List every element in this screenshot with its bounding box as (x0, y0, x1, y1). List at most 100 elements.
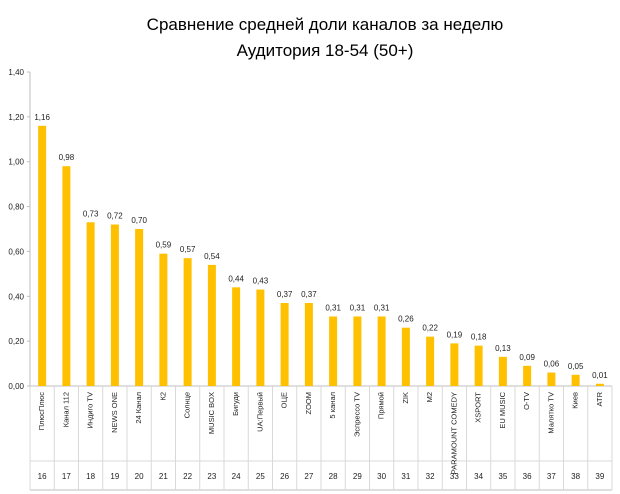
data-label: 0,31 (350, 303, 366, 312)
axes (29, 72, 613, 491)
rank-number: 24 (232, 472, 241, 481)
data-label: 0,59 (156, 241, 172, 250)
bar (595, 383, 604, 386)
data-label: 0,05 (568, 362, 584, 371)
bar (523, 365, 532, 386)
y-tick-label: 1,40 (8, 68, 24, 77)
rank-number: 25 (256, 472, 265, 481)
bar (498, 356, 507, 386)
category-label: Прямой (377, 392, 386, 419)
bar (571, 374, 580, 386)
category-label: Канал 112 (61, 392, 70, 427)
y-axis-ticks: 0,00 0,20 0,40 0,60 0,80 1,00 1,20 1,40 (8, 68, 30, 391)
rank-number: 29 (353, 472, 362, 481)
data-label: 0,73 (83, 209, 99, 218)
category-label: ATR (595, 391, 604, 406)
rank-number: 37 (547, 472, 556, 481)
category-label: NEWS ONE (110, 392, 119, 433)
bar (256, 289, 265, 386)
bar (280, 303, 289, 386)
rank-number: 32 (426, 472, 435, 481)
data-label: 0,98 (59, 153, 75, 162)
bar (450, 343, 459, 386)
category-label: EU MUSIC (498, 391, 507, 428)
bar (232, 287, 241, 386)
category-label: 5 канал (328, 392, 337, 419)
bar (183, 258, 192, 386)
rank-number: 26 (280, 472, 289, 481)
category-label: 24 Канал (134, 392, 143, 424)
rank-number: 17 (62, 472, 71, 481)
rank-number: 30 (377, 472, 386, 481)
rank-number: 28 (329, 472, 338, 481)
data-label: 0,13 (495, 344, 511, 353)
rank-number: 39 (595, 472, 604, 481)
y-tick-label: 0,40 (8, 292, 24, 301)
data-label: 0,54 (204, 252, 220, 261)
y-tick-label: 1,20 (8, 113, 24, 122)
bar (547, 372, 556, 386)
rank-number: 38 (571, 472, 580, 481)
category-label: PARAMOUNT COMEDY (449, 392, 458, 474)
bar (38, 125, 47, 386)
category-labels: ПлюсПлюс Канал 112 Индиго TV NEWS ONE 24 Кан… (37, 391, 604, 474)
data-label: 0,06 (544, 360, 560, 369)
bar (353, 316, 362, 386)
data-label: 0,57 (180, 245, 196, 254)
chart-title: Сравнение средней доли каналов за неделю (147, 15, 504, 34)
bar (329, 316, 338, 386)
rank-number: 27 (304, 472, 313, 481)
category-label: Эспрессо TV (352, 392, 361, 437)
data-label: 0,37 (277, 290, 293, 299)
y-tick-label: 0,80 (8, 203, 24, 212)
rank-labels: 16 17 18 19 20 21 22 23 24 25 26 27 28 29 30 31 32 33 34 35… (38, 472, 605, 481)
rank-number: 20 (135, 472, 144, 481)
category-label: ПлюсПлюс (37, 392, 46, 431)
bar (62, 166, 71, 386)
bar (159, 253, 168, 386)
y-tick-label: 0,00 (8, 382, 24, 391)
category-label: O-TV (522, 392, 531, 410)
data-labels: 1,16 0,98 0,73 0,72 0,70 0,59 0,57 0,54 0,44 0,43… (34, 113, 608, 380)
data-label: 0,72 (107, 212, 123, 221)
data-label: 0,26 (398, 315, 414, 324)
rank-number: 18 (86, 472, 95, 481)
bar (86, 222, 95, 386)
rank-number: 36 (523, 472, 532, 481)
data-label: 0,31 (325, 303, 341, 312)
data-label: 0,37 (301, 290, 317, 299)
rank-number: 23 (207, 472, 216, 481)
category-label: ОЦЕ (280, 392, 289, 408)
y-tick-label: 0,60 (8, 247, 24, 256)
category-label: XSPORT (474, 392, 483, 423)
category-label: ZOOM (304, 392, 313, 415)
rank-number: 19 (110, 472, 119, 481)
chart-subtitle: Аудитория 18-54 (50+) (237, 41, 414, 60)
data-label: 0,31 (374, 303, 390, 312)
category-label: К2 (158, 392, 167, 401)
rank-number: 22 (183, 472, 192, 481)
rank-number: 21 (159, 472, 168, 481)
bar (110, 224, 119, 386)
bar (426, 336, 435, 386)
bar (474, 345, 483, 386)
data-label: 0,22 (422, 324, 438, 333)
data-label: 0,09 (519, 353, 535, 362)
data-label: 0,19 (447, 330, 463, 339)
rank-number: 35 (498, 472, 507, 481)
y-tick-label: 1,00 (8, 158, 24, 167)
rank-number: 31 (401, 472, 410, 481)
bar (207, 264, 216, 386)
bar (401, 327, 410, 386)
bar (304, 303, 313, 386)
rank-number: 33 (450, 472, 459, 481)
data-label: 0,43 (253, 277, 269, 286)
category-label: М2 (425, 392, 434, 402)
category-label: Бигуди (231, 392, 240, 416)
y-tick-label: 0,20 (8, 337, 24, 346)
category-label: Малятко TV (546, 392, 555, 434)
rank-number: 34 (474, 472, 483, 481)
bars (38, 125, 604, 386)
